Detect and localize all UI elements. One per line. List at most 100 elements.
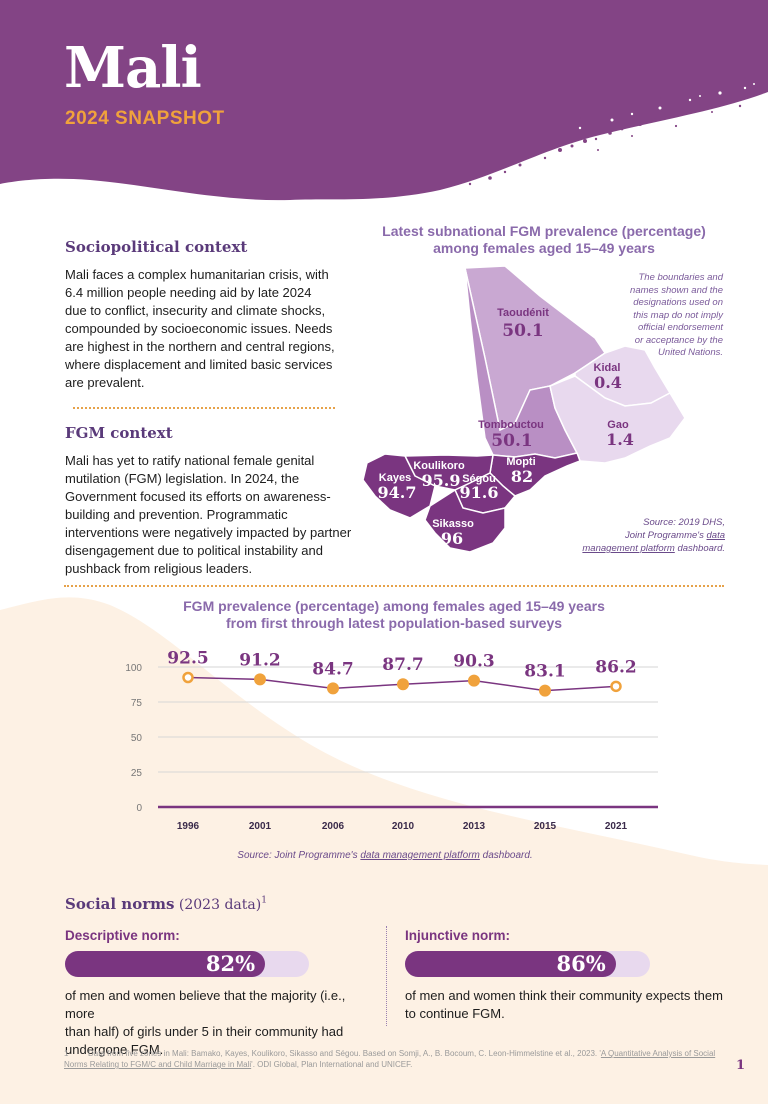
data-value-label: 86.2 (595, 657, 636, 677)
disclaimer-line: this map do not imply (633, 309, 723, 321)
region-value-segou: 91.6 (460, 483, 499, 502)
map-source-text: Joint Programme's (624, 530, 707, 541)
injunctive-norm-text: of men and women think their community e… (405, 987, 725, 1023)
norms-divider (386, 926, 387, 1026)
text-line: to continue FGM. (405, 1006, 505, 1021)
region-value-sikasso: 96 (441, 529, 463, 548)
data-platform-link[interactable]: management platform (582, 543, 675, 554)
map-source-text: dashboard. (674, 543, 725, 554)
text-line: Government focused its efforts on awaren… (65, 489, 331, 504)
data-point (327, 682, 339, 695)
region-value-taoudenit: 50.1 (502, 321, 543, 341)
sociopolitical-heading: Sociopolitical context (65, 238, 248, 256)
text-line: due to conflict, insecurity and climate … (65, 303, 326, 318)
data-value-label: 87.7 (382, 655, 423, 675)
map-source-line: Source: 2019 DHS, (643, 517, 725, 528)
x-tick-label: 2001 (249, 821, 272, 832)
region-value-gao: 1.4 (606, 430, 634, 449)
mali-map: Taoudénit 50.1 Kidal 0.4 Gao 1.4 Tombouc… (362, 265, 686, 553)
footnote-text: Data from five zones in Mali: Bamako, Ka… (88, 1049, 601, 1058)
descriptive-norm-label: Descriptive norm: (65, 928, 180, 943)
descriptive-norm-text: of men and women believe that the majori… (65, 987, 375, 1059)
text-line: disengagement due to political instabili… (65, 543, 324, 558)
region-label-sikasso: Sikasso (432, 518, 474, 530)
text-line: compounded by socioeconomic issues. Need… (65, 321, 333, 336)
region-value-koulikoro: 95.9 (422, 471, 461, 490)
disclaimer-line: designations used on (633, 297, 723, 308)
region-gao (549, 375, 686, 464)
region-value-mopti: 82 (511, 467, 533, 486)
region-label-mopti: Mopti (506, 456, 535, 468)
page-title: Mali (64, 35, 202, 101)
x-tick-label: 2013 (463, 821, 486, 832)
injunctive-norm-label: Injunctive norm: (405, 928, 511, 943)
map-title-line: Latest subnational FGM prevalence (perce… (382, 223, 706, 239)
x-tick-label: 2015 (534, 821, 557, 832)
section-divider (64, 585, 724, 587)
text-line: pushback from religious leaders. (65, 561, 253, 576)
text-line: of men and women think their community e… (405, 988, 723, 1003)
map-title: Latest subnational FGM prevalence (perce… (370, 223, 718, 257)
text-line: Mali has yet to ratify national female g… (65, 453, 315, 468)
text-line: undergone FGM. (65, 1042, 164, 1057)
text-line: Mali faces a complex humanitarian crisis… (65, 267, 329, 282)
social-norms-title: Social norms (65, 895, 175, 913)
data-point (254, 673, 266, 686)
descriptive-norm-value: 82% (205, 951, 256, 976)
text-line: interventions were negatively impacted b… (65, 525, 352, 540)
data-point (610, 680, 622, 693)
data-platform-link[interactable]: data (706, 530, 726, 541)
data-value-label: 92.5 (167, 649, 208, 669)
chart-source-text: Source: Joint Programme's (237, 850, 361, 861)
y-tick-label: 100 (125, 663, 142, 674)
region-value-kayes: 94.7 (378, 483, 417, 502)
disclaimer-line: United Nations. (658, 347, 723, 358)
speckle-texture (468, 93, 750, 186)
footnote-text: '. ODI Global, Plan International and UN… (251, 1060, 413, 1069)
data-point (182, 671, 194, 684)
chart-title-line: from first through latest population-bas… (225, 615, 563, 631)
fgm-context-heading: FGM context (65, 424, 173, 442)
region-label-taoudenit: Taoudénit (497, 307, 549, 319)
map-source: Source: 2019 DHS, Joint Programme's data… (560, 516, 725, 555)
map-title-line: among females aged 15–49 years (433, 240, 655, 256)
speckle-highlights (578, 83, 755, 130)
text-line: are prevalent. (65, 375, 145, 390)
chart-source: Source: Joint Programme's data managemen… (150, 850, 620, 861)
injunctive-norm-bar: 86% (405, 951, 650, 977)
region-value-tombouctou: 50.1 (491, 431, 532, 451)
descriptive-norm-bar: 82% (65, 951, 309, 977)
x-tick-label: 1996 (177, 821, 200, 832)
y-tick-label: 25 (131, 768, 143, 779)
footnote-link[interactable]: A Quantitative Analysis of Social Norms … (64, 1049, 716, 1069)
social-norms-year: (2023 data) (178, 897, 262, 913)
chart-title: FGM prevalence (percentage) among female… (120, 598, 668, 632)
y-tick-label: 75 (131, 698, 143, 709)
header-banner (0, 0, 768, 201)
disclaimer-line: or acceptance by the (634, 334, 723, 346)
data-point (468, 674, 480, 687)
fgm-context-text: Mali has yet to ratify national female g… (65, 452, 365, 578)
injunctive-norm-value: 86% (556, 951, 606, 976)
social-norms-heading: Social norms (2023 data)1 (65, 895, 267, 914)
data-platform-link[interactable]: data management platform (360, 850, 480, 861)
x-tick-label: 2010 (392, 821, 415, 832)
y-tick-label: 50 (131, 733, 143, 744)
footnote-mark[interactable]: 1 (261, 895, 267, 906)
cream-background (0, 597, 768, 1104)
map-disclaimer: The boundaries and names shown and the d… (590, 272, 723, 360)
injunctive-norm-bar-fill (405, 951, 616, 977)
descriptive-norm-bar-fill (65, 951, 266, 977)
data-point (397, 678, 409, 691)
text-line: are highest in the northern and central … (65, 339, 335, 354)
region-value-kidal: 0.4 (594, 373, 622, 392)
region-label-segou: Ségou (462, 473, 496, 485)
region-label-gao: Gao (607, 419, 629, 431)
region-label-tombouctou: Tombouctou (478, 419, 544, 431)
text-line: building and prevention. Programmatic (65, 507, 288, 522)
region-label-kayes: Kayes (379, 472, 411, 484)
data-point (539, 684, 551, 697)
page-subtitle: 2024 SNAPSHOT (65, 108, 225, 129)
section-divider (73, 407, 335, 409)
